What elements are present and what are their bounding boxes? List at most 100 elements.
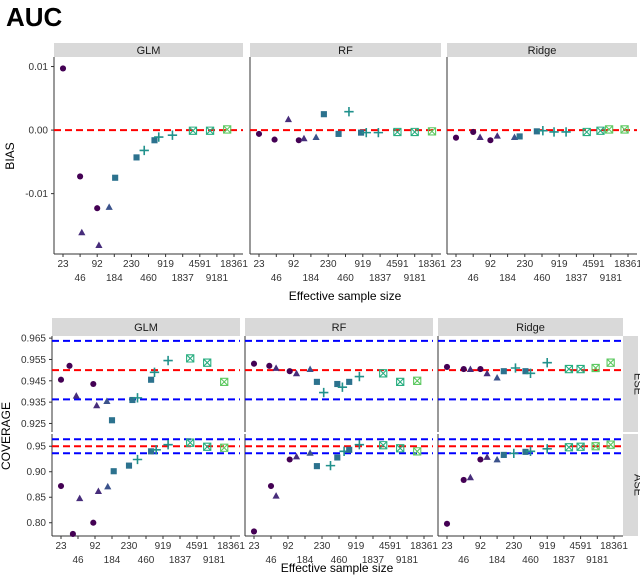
x-tick-label: 919: [551, 259, 568, 270]
x-tick-label: 18361: [220, 259, 248, 270]
x-tick-label: 23: [248, 541, 260, 552]
bias-point: [335, 130, 342, 137]
ese-point: [413, 376, 422, 385]
ase-point: [483, 453, 491, 460]
ese-point: [334, 380, 341, 388]
x-tick-label: 92: [485, 259, 497, 270]
ese-point: [103, 397, 111, 404]
facet-strip-label: Ridge: [528, 45, 557, 57]
ese-point: [132, 393, 143, 403]
ese-point: [510, 363, 521, 373]
ese-point: [148, 376, 155, 383]
x-tick-label: 1837: [172, 273, 195, 284]
y-tick-label: 0.90: [27, 467, 47, 478]
ase-point: [413, 447, 422, 456]
ese-point: [186, 354, 195, 363]
x-tick-label: 92: [288, 259, 300, 270]
bias-point: [94, 205, 101, 212]
y-tick-label: 0.925: [21, 419, 46, 430]
y-axis-title: COVERAGE: [0, 402, 13, 470]
x-tick-label: 460: [534, 273, 551, 284]
bias-point: [59, 65, 67, 72]
bias-point: [596, 126, 605, 135]
x-axis-title: Effective sample size: [289, 289, 402, 303]
bias-point: [95, 241, 103, 248]
x-tick-label: 230: [123, 259, 140, 270]
ese-point: [149, 367, 160, 377]
bias-point: [139, 145, 149, 156]
y-axis-title: BIAS: [3, 142, 17, 169]
x-tick-label: 23: [450, 259, 462, 270]
x-tick-label: 919: [354, 259, 371, 270]
bias-point: [361, 127, 371, 138]
x-tick-label: 46: [468, 273, 480, 284]
x-tick-label: 92: [89, 541, 101, 552]
bias-point: [154, 132, 164, 142]
bias-point: [295, 137, 302, 144]
ase-point: [286, 456, 293, 463]
x-tick-label: 1837: [553, 555, 576, 566]
bias-point: [476, 133, 484, 140]
facet-strip-label: Ridge: [516, 322, 545, 334]
facet-strip-right: [623, 434, 638, 536]
bias-point: [538, 126, 548, 136]
bias-point: [582, 127, 591, 137]
ese-point: [396, 377, 405, 387]
ese-point: [477, 366, 484, 373]
ase-point: [509, 448, 519, 459]
bias-point: [312, 133, 320, 140]
y-tick-label: 0.945: [21, 376, 46, 387]
ase-point: [477, 456, 484, 463]
x-tick-label: 460: [138, 555, 155, 566]
bias-point: [549, 127, 559, 137]
ese-point: [606, 358, 615, 367]
bias-point: [320, 111, 327, 118]
ase-point: [460, 476, 467, 483]
x-tick-label: 9181: [586, 555, 609, 566]
ase-point: [220, 443, 229, 452]
ase-point: [94, 487, 102, 494]
x-tick-label: 46: [458, 555, 470, 566]
ase-point: [250, 528, 258, 535]
x-tick-label: 46: [265, 555, 277, 566]
bias-point: [358, 129, 365, 136]
ase-point: [110, 468, 117, 475]
bias-point: [604, 125, 614, 134]
ase-point: [591, 442, 600, 451]
ese-point: [220, 377, 229, 387]
ase-point: [163, 440, 173, 450]
bias-point: [284, 115, 293, 123]
bias-point: [344, 106, 354, 117]
y-tick-label: 0.965: [21, 334, 46, 345]
ese-point: [93, 401, 101, 409]
bias-point: [167, 130, 178, 140]
x-tick-label: 460: [337, 273, 354, 284]
ese-point: [500, 368, 507, 375]
x-tick-label: 23: [57, 259, 69, 270]
x-axis-title: Effective sample size: [281, 561, 394, 575]
y-tick-label: -0.01: [25, 189, 48, 200]
x-tick-label: 9181: [206, 273, 229, 284]
x-tick-label: 184: [104, 555, 121, 566]
x-tick-label: 9181: [404, 273, 427, 284]
x-tick-label: 18361: [410, 541, 438, 552]
ese-point: [460, 366, 467, 373]
facet-strip-right: [623, 336, 638, 432]
x-tick-label: 184: [297, 555, 314, 566]
y-tick-label: 0.955: [21, 355, 46, 366]
bias-point: [223, 125, 232, 134]
bias-point: [373, 127, 384, 138]
x-tick-label: 919: [155, 541, 172, 552]
ase-point: [522, 448, 529, 455]
x-tick-label: 4591: [569, 541, 592, 552]
ese-point: [163, 355, 173, 366]
ese-point: [522, 368, 529, 375]
ese-point: [313, 378, 320, 385]
x-tick-label: 23: [253, 259, 265, 270]
ese-point: [286, 368, 293, 375]
facet-strip-label: GLM: [134, 322, 158, 334]
ese-point: [354, 371, 365, 382]
bias-point: [427, 127, 437, 136]
bias-point: [533, 128, 540, 135]
ase-point: [466, 473, 474, 481]
